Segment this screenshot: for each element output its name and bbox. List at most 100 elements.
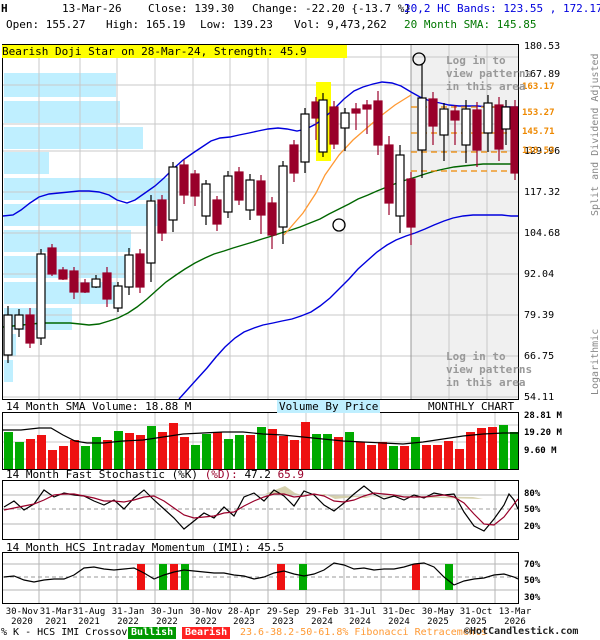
quote-change: Change: -22.20 {-13.7 %} — [252, 2, 411, 15]
stochastic-panel[interactable] — [2, 480, 519, 540]
quote-header: H 13-Mar-26 Close: 139.30 Change: -22.20… — [0, 0, 600, 40]
imi-tick-1: 50% — [524, 576, 541, 586]
price-tick-7: 66.75 — [524, 351, 555, 362]
xtick-year-4: 2022 — [156, 617, 178, 627]
price-tick-5: 92.04 — [524, 269, 555, 280]
login-overlay-bottom-l3: in this area — [446, 376, 526, 389]
ticker-symbol: H — [1, 2, 8, 15]
stoch-tick-2: 20% — [524, 522, 541, 532]
stoch-tick-0: 80% — [524, 489, 541, 499]
xtick-year-0: 2020 — [11, 617, 33, 627]
volume-sma-line — [3, 427, 518, 445]
hc-bands-readout: 20,2 HC Bands: 123.55 , 172.17 — [404, 2, 600, 15]
login-overlay-top-l2: view patterns — [446, 67, 533, 80]
xtick-year-9: 2024 — [349, 617, 371, 627]
xtick-year-8: 2024 — [311, 617, 333, 627]
crossover-legend-label: % K - HCS IMI Crossover, — [1, 627, 146, 638]
price-tick-3: 117.32 — [524, 187, 561, 198]
xtick-date-9: 31-Jul — [343, 607, 377, 617]
login-overlay-bottom-l1: Log in to — [446, 350, 506, 363]
imi-panel-title: 14 Month HCS Intraday Momentum (IMI): 45… — [6, 541, 285, 554]
volume-bars — [4, 422, 518, 469]
stochastic-d-line — [3, 492, 518, 526]
fib-label-1: 153.27 — [522, 108, 555, 118]
quote-volume: Vol: 9,473,262 — [294, 18, 387, 31]
login-overlay-top[interactable]: Log in to view patterns in this area — [446, 54, 532, 93]
price-tick-2: 129.96 — [524, 146, 561, 157]
brand-watermark: ©HotCandlestick.com — [464, 626, 579, 637]
stochastic-panel-title: 14 Month Fast Stochastic (%K) (%D): 47.2… — [6, 468, 304, 481]
volume-panel[interactable] — [2, 412, 519, 470]
swing-low-marker — [332, 218, 346, 232]
volume-by-price-tag: Volume By Price — [277, 400, 381, 413]
xtick-date-8: 29-Feb — [305, 607, 339, 617]
login-overlay-bottom-l2: view patterns — [446, 363, 533, 376]
xtick-year-7: 2023 — [272, 617, 294, 627]
price-panel[interactable] — [2, 44, 519, 400]
xtick-year-2: 2021 — [78, 617, 100, 627]
imi-line — [3, 562, 518, 586]
login-overlay-top-l3: in this area — [446, 80, 526, 93]
quote-close: Close: 139.30 — [148, 2, 235, 15]
xtick-date-13: 13-Mar — [498, 607, 532, 617]
stochastic-value-k: 47.2 — [244, 468, 271, 481]
bullish-chip: Bullish — [128, 627, 177, 639]
stochastic-plot — [3, 481, 518, 539]
xtick-year-1: 2021 — [45, 617, 67, 627]
quote-low: Low: 139.23 — [200, 18, 273, 31]
volume-panel-title: 14 Month SMA Volume: 18.88 M — [6, 400, 192, 413]
quote-header-row2: Open: 155.27 High: 165.19 Low: 139.23 Vo… — [0, 18, 600, 33]
stochastic-fill — [265, 486, 483, 499]
stochastic-title-d: (%D): — [204, 468, 238, 481]
xtick-year-13: 2026 — [504, 617, 526, 627]
xtick-date-4: 30-Jun — [150, 607, 184, 617]
volume-tick-1: 19.20 M — [524, 428, 562, 438]
hc-bands-lower-line — [178, 214, 518, 399]
sma-readout: 20 Month SMA: 145.85 — [404, 18, 537, 31]
volume-plot — [3, 413, 518, 469]
xtick-year-11: 2025 — [427, 617, 449, 627]
xtick-year-12: 2025 — [465, 617, 487, 627]
xtick-date-6: 28-Apr — [227, 607, 261, 617]
fib-label-3: 138.53 — [522, 146, 555, 156]
price-tick-0: 180.53 — [524, 41, 561, 52]
price-tick-4: 104.68 — [524, 228, 561, 239]
quote-high: High: 165.19 — [106, 18, 186, 31]
price-tick-1: 167.89 — [524, 69, 561, 80]
price-tick-6: 79.39 — [524, 310, 555, 321]
fib-label-2: 145.71 — [522, 127, 555, 137]
xtick-date-2: 31-Aug — [72, 607, 106, 617]
imi-tick-0: 70% — [524, 560, 541, 570]
xtick-date-10: 31-Dec — [382, 607, 416, 617]
volume-tick-2: 9.60 M — [524, 446, 557, 456]
fib-label-0: 163.17 — [522, 82, 555, 92]
quote-header-row1: H 13-Mar-26 Close: 139.30 Change: -22.20… — [0, 2, 600, 17]
xtick-date-3: 31-Jan — [111, 607, 145, 617]
login-overlay-top-l1: Log in to — [446, 54, 506, 67]
fibonacci-legend-label: 23.6-38.2-50-61.8% Fibonacci Retracement… — [240, 627, 487, 638]
y-axis-side-label-logarithmic: Logarithmic — [590, 328, 600, 395]
login-overlay-bottom[interactable]: Log in to view patterns in this area — [446, 350, 532, 389]
fibonacci-trend-line — [283, 94, 412, 236]
xtick-year-10: 2024 — [388, 617, 410, 627]
stochastic-value-d: 65.9 — [277, 468, 305, 481]
imi-plot — [3, 553, 518, 603]
legend-footer: % K - HCS IMI Crossover, Bullish Bearish… — [0, 626, 600, 639]
stoch-tick-1: 50% — [524, 505, 541, 515]
quote-date: 13-Mar-26 — [62, 2, 122, 15]
chart-type-tag: MONTHLY CHART — [428, 400, 515, 413]
imi-crossover-bars — [137, 564, 453, 590]
xtick-date-11: 30-May — [421, 607, 455, 617]
price-tick-8: 54.11 — [524, 392, 555, 403]
bearish-chip: Bearish — [182, 627, 231, 639]
pattern-banner[interactable]: Bearish Doji Star on 28-Mar-24, Strength… — [2, 45, 347, 58]
volume-tick-0: 28.81 M — [524, 411, 562, 421]
candlestick-series — [3, 64, 518, 363]
imi-panel[interactable] — [2, 552, 519, 604]
swing-high-marker — [412, 52, 426, 66]
xtick-date-0: 30-Nov — [5, 607, 39, 617]
xtick-year-6: 2023 — [233, 617, 255, 627]
xtick-year-3: 2022 — [117, 617, 139, 627]
xtick-date-7: 29-Sep — [266, 607, 300, 617]
